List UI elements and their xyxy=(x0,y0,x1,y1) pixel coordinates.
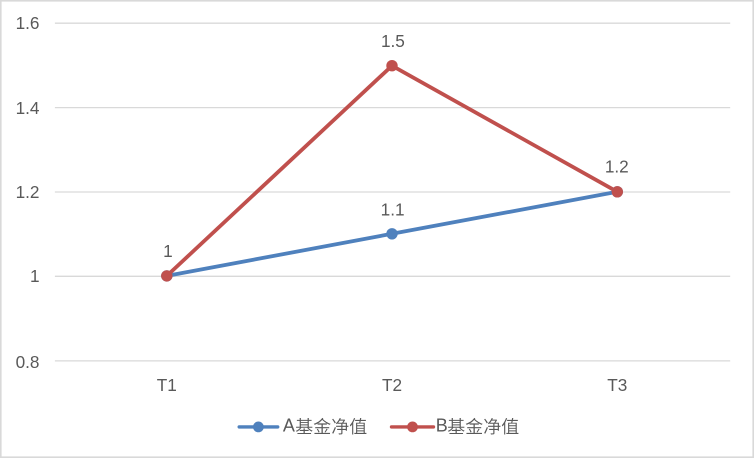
svg-text:1: 1 xyxy=(30,266,40,286)
svg-text:T1: T1 xyxy=(157,375,177,395)
svg-text:1: 1 xyxy=(163,241,173,261)
svg-text:1.6: 1.6 xyxy=(16,13,40,33)
svg-text:1.5: 1.5 xyxy=(381,31,405,51)
svg-text:1.2: 1.2 xyxy=(605,157,629,177)
svg-text:T3: T3 xyxy=(607,375,627,395)
svg-text:1.2: 1.2 xyxy=(16,182,40,202)
svg-text:0.8: 0.8 xyxy=(16,352,40,372)
svg-text:B: B xyxy=(436,416,448,436)
svg-text:A: A xyxy=(283,416,295,436)
svg-text:1.4: 1.4 xyxy=(16,98,40,118)
svg-text:T2: T2 xyxy=(382,375,402,395)
svg-text:1.1: 1.1 xyxy=(381,200,405,220)
